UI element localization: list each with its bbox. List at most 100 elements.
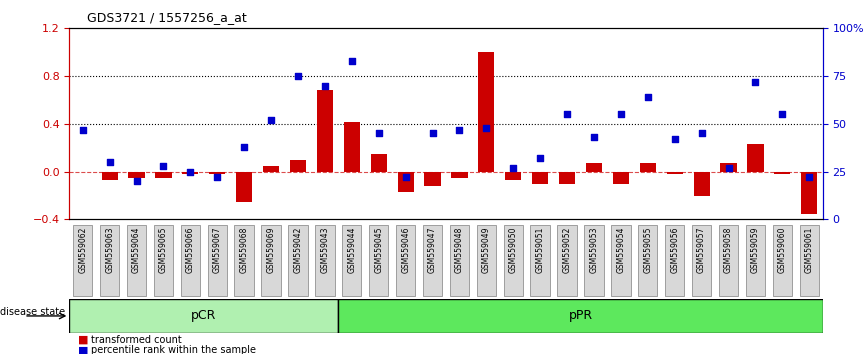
Bar: [371, 154, 387, 172]
Point: [721, 165, 735, 171]
Bar: [721, 163, 737, 172]
FancyBboxPatch shape: [503, 224, 523, 296]
Point: [184, 169, 197, 175]
Point: [614, 112, 628, 117]
Text: GSM559043: GSM559043: [320, 227, 329, 273]
Text: GSM559064: GSM559064: [132, 227, 141, 273]
Text: transformed count: transformed count: [91, 335, 182, 345]
FancyBboxPatch shape: [339, 299, 823, 333]
FancyBboxPatch shape: [396, 224, 416, 296]
Point: [748, 79, 762, 85]
Point: [480, 125, 494, 131]
FancyBboxPatch shape: [181, 224, 200, 296]
FancyBboxPatch shape: [746, 224, 766, 296]
Text: GSM559061: GSM559061: [805, 227, 814, 273]
Text: GSM559047: GSM559047: [428, 227, 437, 273]
FancyBboxPatch shape: [772, 224, 792, 296]
Text: ■: ■: [78, 335, 88, 345]
FancyBboxPatch shape: [73, 224, 93, 296]
Text: GSM559067: GSM559067: [213, 227, 222, 273]
Point: [76, 127, 90, 132]
Point: [237, 144, 251, 150]
Text: GSM559055: GSM559055: [643, 227, 652, 273]
Text: GDS3721 / 1557256_a_at: GDS3721 / 1557256_a_at: [87, 11, 246, 24]
FancyBboxPatch shape: [585, 224, 604, 296]
Text: GSM559042: GSM559042: [294, 227, 302, 273]
Point: [533, 155, 547, 161]
Point: [318, 83, 332, 88]
FancyBboxPatch shape: [154, 224, 173, 296]
Bar: [532, 172, 548, 184]
FancyBboxPatch shape: [288, 224, 307, 296]
FancyBboxPatch shape: [126, 224, 146, 296]
Bar: [747, 144, 764, 172]
FancyBboxPatch shape: [235, 224, 254, 296]
Point: [157, 163, 171, 169]
Text: disease state: disease state: [0, 307, 65, 318]
Text: pCR: pCR: [191, 309, 216, 322]
Bar: [236, 172, 252, 201]
Point: [210, 175, 224, 180]
FancyBboxPatch shape: [262, 224, 281, 296]
Bar: [801, 172, 818, 213]
Text: ■: ■: [78, 346, 88, 354]
Point: [345, 58, 359, 64]
Bar: [182, 172, 198, 174]
FancyBboxPatch shape: [665, 224, 684, 296]
Bar: [451, 172, 468, 178]
Bar: [101, 172, 118, 180]
FancyBboxPatch shape: [342, 224, 361, 296]
Bar: [344, 121, 360, 172]
Text: GSM559049: GSM559049: [481, 227, 491, 273]
Point: [264, 117, 278, 123]
Point: [587, 135, 601, 140]
Text: GSM559058: GSM559058: [724, 227, 733, 273]
Bar: [613, 172, 629, 184]
Text: percentile rank within the sample: percentile rank within the sample: [91, 346, 256, 354]
Bar: [505, 172, 521, 180]
Point: [802, 175, 816, 180]
FancyBboxPatch shape: [315, 224, 334, 296]
FancyBboxPatch shape: [69, 299, 339, 333]
Bar: [586, 163, 602, 172]
Text: GSM559053: GSM559053: [590, 227, 598, 273]
FancyBboxPatch shape: [799, 224, 819, 296]
Point: [560, 112, 574, 117]
Bar: [559, 172, 575, 184]
FancyBboxPatch shape: [558, 224, 577, 296]
Text: GSM559063: GSM559063: [105, 227, 114, 273]
FancyBboxPatch shape: [449, 224, 469, 296]
Text: GSM559048: GSM559048: [455, 227, 464, 273]
Bar: [128, 172, 145, 178]
FancyBboxPatch shape: [638, 224, 657, 296]
Text: GSM559068: GSM559068: [240, 227, 249, 273]
Text: GSM559066: GSM559066: [186, 227, 195, 273]
Point: [103, 159, 117, 165]
Point: [695, 131, 708, 136]
Bar: [155, 172, 171, 178]
FancyBboxPatch shape: [476, 224, 496, 296]
FancyBboxPatch shape: [719, 224, 738, 296]
FancyBboxPatch shape: [531, 224, 550, 296]
Point: [641, 94, 655, 100]
Text: GSM559059: GSM559059: [751, 227, 760, 273]
Text: GSM559056: GSM559056: [670, 227, 679, 273]
Text: GSM559069: GSM559069: [267, 227, 275, 273]
Bar: [317, 91, 333, 172]
Text: GSM559051: GSM559051: [536, 227, 545, 273]
Text: GSM559062: GSM559062: [78, 227, 87, 273]
FancyBboxPatch shape: [369, 224, 389, 296]
Bar: [640, 163, 656, 172]
Point: [507, 165, 520, 171]
Point: [372, 131, 385, 136]
Text: GSM559057: GSM559057: [697, 227, 706, 273]
FancyBboxPatch shape: [208, 224, 227, 296]
FancyBboxPatch shape: [423, 224, 443, 296]
Text: pPR: pPR: [568, 309, 592, 322]
Text: GSM559060: GSM559060: [778, 227, 787, 273]
Bar: [290, 160, 306, 172]
Point: [453, 127, 467, 132]
Bar: [210, 172, 225, 174]
Bar: [667, 172, 682, 174]
Text: GSM559050: GSM559050: [508, 227, 518, 273]
